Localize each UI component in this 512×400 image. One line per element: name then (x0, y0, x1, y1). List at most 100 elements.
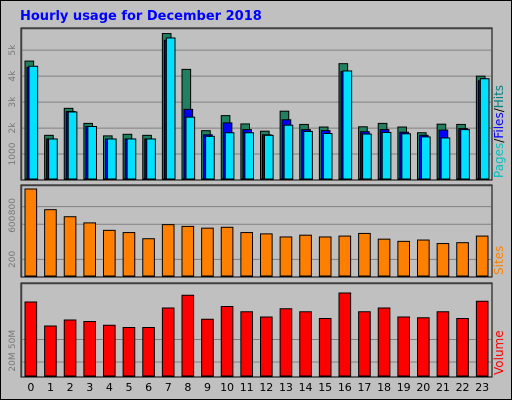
x-tick-label: 19 (397, 381, 411, 394)
x-tick-label: 9 (204, 381, 211, 394)
y-tick-label: 20M (8, 352, 18, 371)
bar-sites-12 (260, 233, 273, 277)
bar-sites-9 (201, 227, 214, 277)
bar-volume-16 (338, 292, 352, 377)
bar-volume-14 (299, 311, 312, 377)
bar-volume-8 (181, 294, 195, 377)
bar-sites-21 (436, 243, 450, 277)
bar-sites-19 (397, 240, 410, 277)
bar-pages-9 (205, 135, 215, 180)
legend-volume: Volume (492, 330, 506, 375)
panel-frame (20, 282, 493, 378)
y-tick-label: 3k (8, 96, 18, 108)
bar-sites-11 (240, 232, 253, 277)
legend-item-hits: Hits (492, 85, 506, 108)
bar-volume-7 (161, 307, 175, 377)
bar-sites-6 (142, 238, 155, 277)
bar-pages-22 (460, 129, 470, 180)
legend-separator: / (492, 107, 506, 112)
bar-pages-23 (479, 78, 490, 180)
legend-item-files: Files (492, 112, 506, 138)
bar-pages-4 (107, 138, 117, 180)
bar-sites-15 (318, 236, 332, 277)
bar-sites-3 (83, 222, 96, 277)
bar-volume-19 (397, 316, 410, 377)
x-tick-label: 16 (338, 381, 352, 394)
x-tick-label: 1 (47, 381, 54, 394)
bar-volume-21 (436, 311, 450, 377)
bar-volume-9 (201, 318, 214, 377)
bar-sites-16 (338, 235, 352, 277)
bar-volume-3 (83, 321, 96, 377)
bar-volume-23 (475, 300, 489, 377)
y-tick-label: 1000 (8, 142, 18, 165)
bar-pages-19 (401, 133, 411, 180)
bar-pages-3 (87, 126, 97, 180)
bar-pages-20 (421, 136, 431, 180)
bar-pages-13 (283, 124, 294, 180)
bar-volume-22 (456, 318, 469, 377)
bar-volume-15 (318, 318, 332, 377)
bar-volume-5 (122, 327, 136, 377)
x-axis: 0 1 2 3 4 5 6 7 8 9 10 11 12 13 14 15 16 17 18 19 20 21 22 23 (27, 381, 489, 394)
x-tick-label: 5 (125, 381, 132, 394)
y-tick-label: 50M (8, 330, 18, 349)
bar-sites-13 (279, 236, 293, 277)
x-tick-label: 0 (27, 381, 34, 394)
bar-sites-10 (220, 226, 234, 277)
x-tick-label: 20 (416, 381, 430, 394)
bar-volume-20 (417, 317, 430, 377)
bar-pages-2 (67, 111, 78, 180)
x-tick-label: 8 (184, 381, 191, 394)
bar-volume-18 (377, 307, 391, 377)
bar-pages-14 (303, 130, 313, 180)
bar-sites-4 (103, 229, 116, 277)
legend-separator: / (492, 138, 506, 143)
bar-pages-7 (165, 37, 176, 180)
bar-pages-0 (28, 65, 39, 180)
panel-frame (20, 184, 493, 278)
bar-pages-10 (224, 132, 235, 180)
x-tick-label: 6 (145, 381, 152, 394)
bar-volume-11 (240, 311, 253, 377)
bar-sites-18 (377, 238, 391, 277)
y-tick-label: 600 (8, 215, 18, 232)
x-tick-label: 10 (220, 381, 234, 394)
x-tick-label: 7 (165, 381, 172, 394)
panel-frame (20, 27, 493, 181)
y-tick-label: 200 (8, 251, 18, 268)
x-tick-label: 4 (106, 381, 113, 394)
bar-pages-18 (381, 131, 392, 180)
legend-requests: Pages/Files/Hits (492, 85, 506, 178)
bar-pages-15 (322, 133, 333, 180)
bar-pages-11 (244, 132, 254, 180)
bar-volume-10 (220, 306, 234, 377)
x-tick-label: 23 (475, 381, 489, 394)
bar-pages-1 (48, 138, 58, 180)
bar-pages-21 (440, 137, 451, 180)
bar-pages-6 (146, 138, 156, 180)
bar-volume-4 (103, 324, 116, 377)
bar-sites-8 (181, 225, 195, 277)
x-tick-label: 13 (279, 381, 293, 394)
legend-item-sites: Sites (492, 246, 506, 275)
legend-item-pages: Pages (492, 143, 506, 178)
bar-pages-16 (342, 70, 353, 180)
x-tick-label: 22 (456, 381, 470, 394)
bar-volume-1 (44, 325, 57, 377)
bar-volume-12 (260, 316, 273, 377)
y-tick-label: 800 (8, 198, 18, 215)
bar-sites-20 (417, 239, 430, 277)
bar-sites-1 (44, 209, 57, 277)
bar-pages-8 (185, 116, 196, 180)
chart-title: Hourly usage for December 2018 (20, 9, 262, 24)
x-tick-label: 17 (357, 381, 371, 394)
x-tick-label: 11 (240, 381, 254, 394)
bar-sites-23 (475, 235, 489, 277)
bar-pages-5 (126, 138, 137, 180)
bar-volume-2 (63, 319, 77, 377)
bar-pages-12 (264, 134, 274, 180)
